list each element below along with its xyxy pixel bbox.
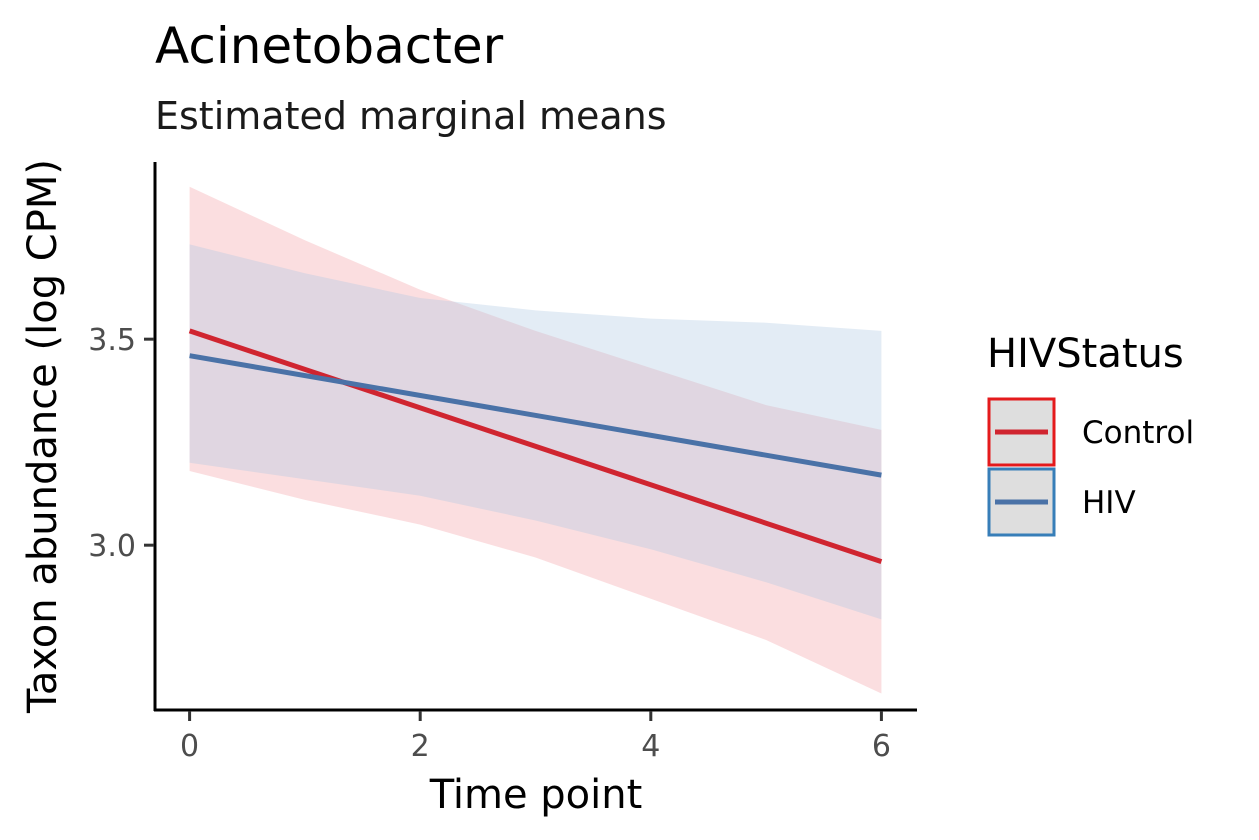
legend-label-hiv: HIV <box>1082 485 1136 521</box>
ribbon-hiv <box>189 244 882 620</box>
y-tick-label-3.5: 3.5 <box>88 323 136 358</box>
plot-area <box>188 186 883 694</box>
series-lines <box>188 328 883 565</box>
x-tick-label-0: 0 <box>180 729 199 764</box>
x-axis-title: Time point <box>429 772 643 818</box>
y-axis-title: Taxon abundance (log CPM) <box>20 159 66 714</box>
ribbon-control <box>189 186 882 694</box>
chart-title: Acinetobacter <box>155 17 504 75</box>
confidence-ribbons <box>189 186 882 694</box>
x-tick-label-6: 6 <box>872 729 891 764</box>
x-axis-ticks: 0 2 4 6 <box>180 711 891 764</box>
x-tick-label-4: 4 <box>641 729 660 764</box>
legend: HIVStatus Control HIV <box>987 331 1194 537</box>
line-control <box>188 328 883 565</box>
line-hiv <box>189 353 882 478</box>
y-axis-ticks: 3.0 3.5 <box>88 323 154 564</box>
x-tick-label-2: 2 <box>411 729 430 764</box>
legend-label-control: Control <box>1082 415 1194 451</box>
legend-title: HIVStatus <box>987 331 1184 377</box>
chart-subtitle: Estimated marginal means <box>155 94 667 138</box>
y-tick-label-3: 3.0 <box>88 529 136 564</box>
legend-items: Control HIV <box>987 397 1194 537</box>
